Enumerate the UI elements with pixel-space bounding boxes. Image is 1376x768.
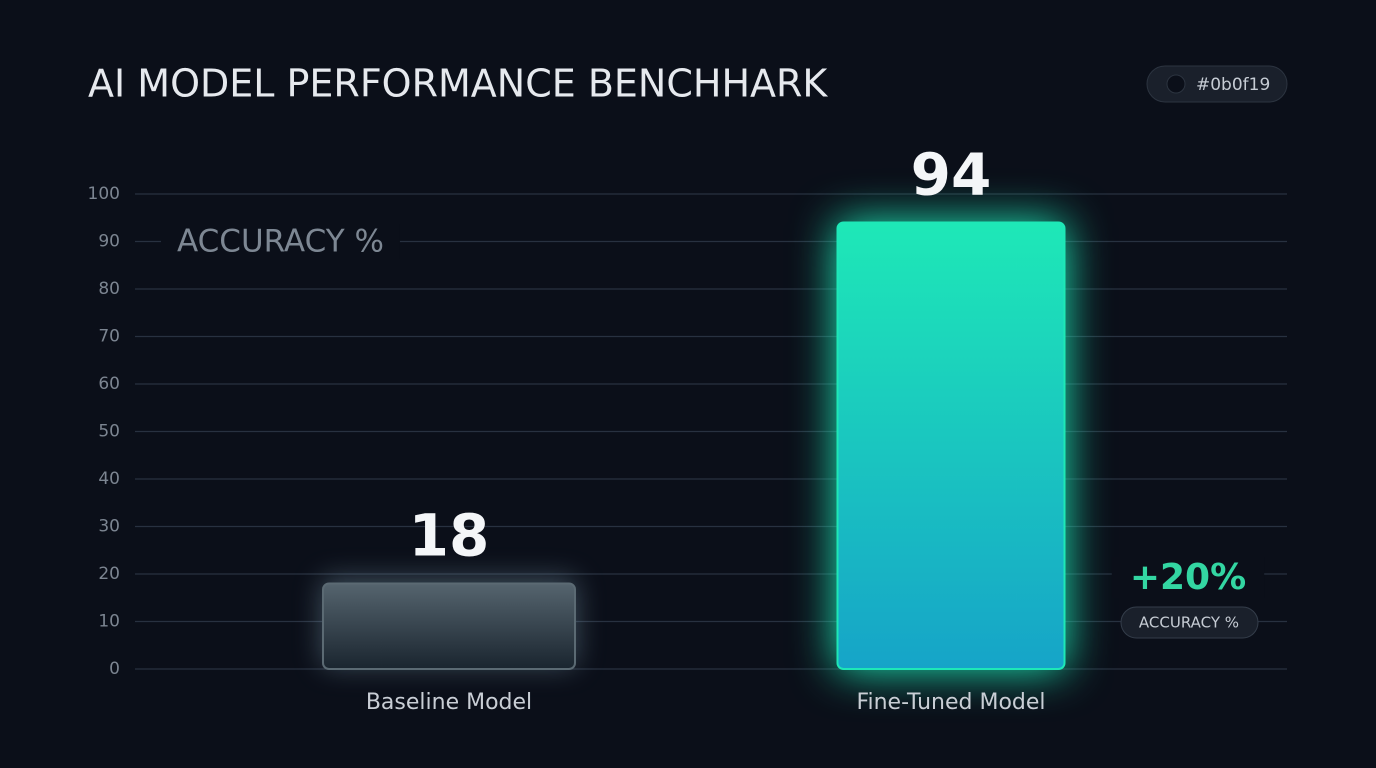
y-tick-label: 40 — [98, 469, 120, 489]
chart-title: AI MODEL PERFORMANCE BENCHHARK — [88, 62, 828, 106]
y-tick-label: 50 — [98, 422, 120, 442]
bar — [836, 221, 1066, 670]
y-axis-label: ACCURACY % — [177, 224, 384, 260]
y-tick-label: 100 — [88, 184, 120, 204]
x-tick-label: Fine-Tuned Model — [856, 690, 1045, 715]
y-tick-label: 70 — [98, 327, 120, 347]
y-tick-label: 20 — [98, 564, 120, 584]
value-label: 18 — [409, 502, 490, 570]
y-tick-label: 30 — [98, 517, 120, 537]
badge: #0b0f19 — [1146, 65, 1288, 103]
annotation-text: +20% — [1130, 557, 1246, 598]
y-tick-label: 60 — [98, 374, 120, 394]
badge-text: #0b0f19 — [1196, 75, 1270, 95]
bar — [322, 582, 576, 670]
badge-pill — [1146, 65, 1288, 103]
value-label: 94 — [911, 141, 992, 209]
y-tick-label: 0 — [109, 659, 120, 679]
annotation-label: ACCURACY % — [1139, 614, 1239, 632]
badge-swatch — [1166, 74, 1186, 94]
y-tick-label: 10 — [98, 612, 120, 632]
y-tick-label: 90 — [98, 232, 120, 252]
x-tick-label: Baseline Model — [366, 690, 532, 715]
y-tick-label: 80 — [98, 279, 120, 299]
annotation-pill — [1120, 606, 1259, 639]
